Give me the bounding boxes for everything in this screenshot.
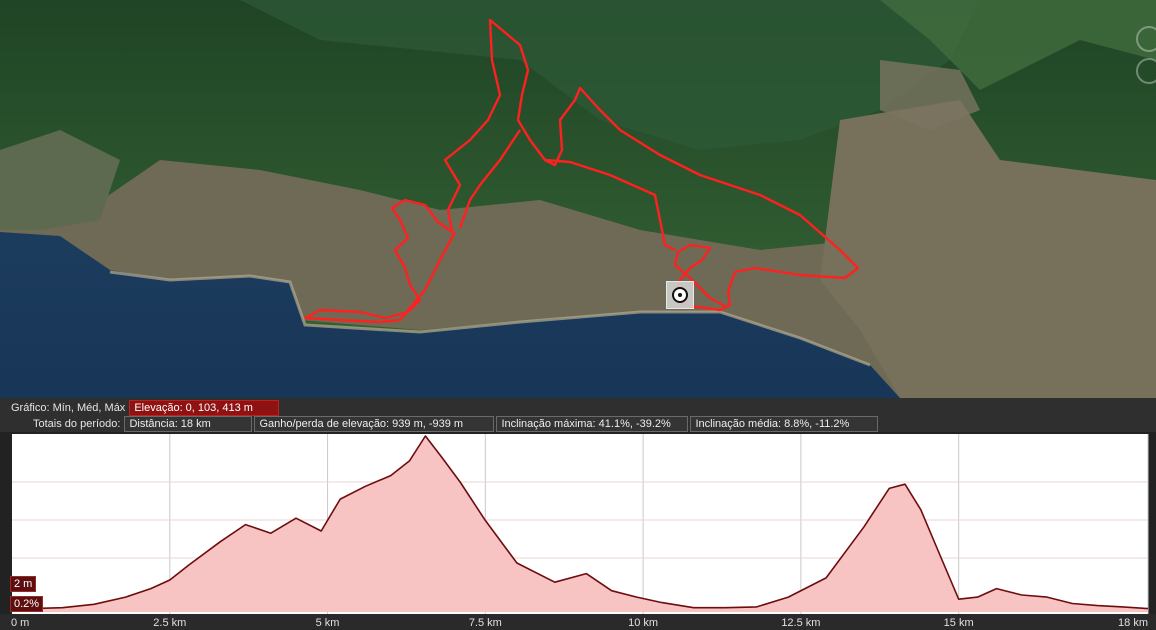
cursor-elevation-label: 2 m [10,576,37,592]
x-tick-label: 5 km [316,617,340,629]
chart-info-bar: Gráfico: Mín, Méd, Máx Elevação: 0, 103,… [0,398,1156,432]
distance-stat[interactable]: Distância: 18 km [124,416,253,432]
target-icon [672,287,688,303]
route-track [304,18,860,324]
x-tick-label: 0 m [11,617,29,629]
elevation-gain-loss-stat[interactable]: Ganho/perda de elevação: 939 m, -939 m [254,416,495,432]
x-tick-label: 7.5 km [469,617,502,629]
avg-slope-stat[interactable]: Inclinação média: 8.8%, -11.2% [690,416,879,432]
zoom-control-icon[interactable] [1136,26,1156,52]
x-tick-label: 15 km [944,617,974,629]
x-tick-label: 12.5 km [781,617,820,629]
elevation-line [11,435,1149,612]
max-slope-stat[interactable]: Inclinação máxima: 41.1%, -39.2% [496,416,689,432]
map-imagery [0,0,1156,398]
x-tick-label: 2.5 km [153,617,186,629]
period-totals-label: Totais do período: [33,418,121,430]
satellite-map[interactable] [0,0,1156,398]
x-axis-ticks: 0 m 2.5 km 5 km 7.5 km 10 km 12.5 km 15 km 18 k… [11,617,1148,629]
cursor-slope-label: 0.2% [10,596,44,612]
x-axis-bar [0,614,1156,630]
elevation-profile-plot: 0 m 2.5 km 5 km 7.5 km 10 km 12.5 km 15 km 18 k… [0,434,1156,630]
elevation-profile-chart[interactable]: 0 m 2.5 km 5 km 7.5 km 10 km 12.5 km 15 km 18 k… [0,432,1156,630]
elevation-stat-button[interactable]: Elevação: 0, 103, 413 m [129,400,280,416]
start-marker[interactable] [666,281,694,309]
chart-mode-label: Gráfico: Mín, Méd, Máx [11,402,126,414]
elevation-area [12,436,1148,612]
x-tick-label: 18 km [1118,617,1148,629]
x-tick-label: 10 km [628,617,658,629]
rotate-control-icon[interactable] [1136,58,1156,84]
